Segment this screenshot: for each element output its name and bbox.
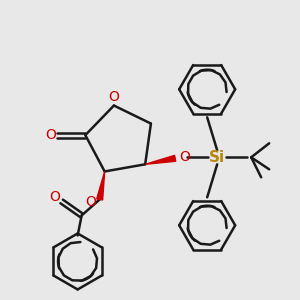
Text: O: O: [180, 150, 190, 164]
Text: O: O: [109, 89, 119, 103]
Text: O: O: [49, 190, 60, 205]
Text: Si: Si: [209, 150, 225, 165]
Polygon shape: [145, 155, 176, 164]
Text: O: O: [45, 128, 56, 142]
Text: O: O: [85, 196, 96, 209]
Polygon shape: [97, 172, 105, 200]
